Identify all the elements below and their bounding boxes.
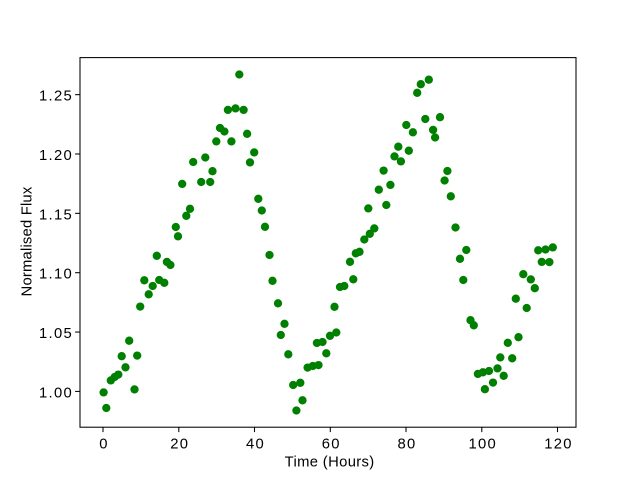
svg-text:100: 100 (469, 436, 498, 452)
svg-text:0: 0 (99, 436, 109, 452)
svg-text:Time (Hours): Time (Hours) (285, 455, 375, 471)
svg-text:Normalised Flux: Normalised Flux (19, 186, 35, 296)
svg-text:80: 80 (397, 436, 416, 452)
svg-text:1.15: 1.15 (39, 207, 73, 223)
svg-text:1.10: 1.10 (39, 267, 73, 283)
svg-text:20: 20 (170, 436, 189, 452)
svg-text:1.05: 1.05 (39, 326, 73, 342)
svg-text:120: 120 (544, 436, 573, 452)
svg-text:1.20: 1.20 (39, 148, 73, 164)
svg-text:60: 60 (322, 436, 341, 452)
svg-text:40: 40 (246, 436, 265, 452)
svg-text:1.25: 1.25 (39, 89, 73, 105)
svg-text:1.00: 1.00 (39, 385, 73, 401)
